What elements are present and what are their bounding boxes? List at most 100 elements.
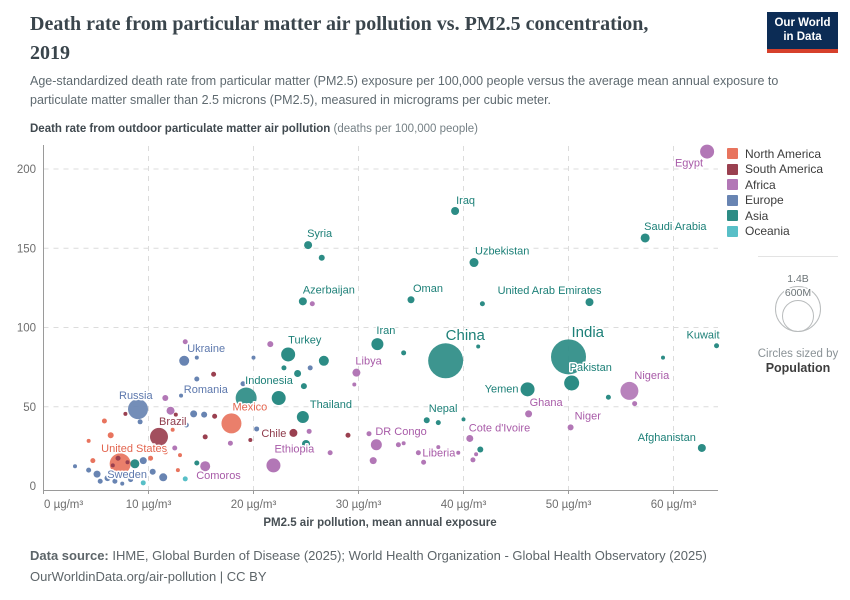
data-point-liberia[interactable] — [415, 450, 421, 456]
country-label-oman: Oman — [413, 283, 443, 295]
x-tick-label: 20 µg/m³ — [231, 499, 277, 511]
country-label-azerbaijan: Azerbaijan — [303, 284, 355, 296]
data-point — [183, 422, 189, 428]
y-axis-title: Death rate from outdoor particulate matt… — [30, 123, 478, 135]
data-point-iraq[interactable] — [451, 207, 460, 216]
data-point — [461, 417, 466, 422]
country-label-sweden: Sweden — [107, 469, 147, 481]
data-point-niger[interactable] — [567, 424, 574, 431]
data-point-sweden[interactable] — [97, 478, 103, 484]
data-point-ethiopia[interactable] — [266, 458, 281, 473]
data-point-saudi-arabia[interactable] — [640, 233, 650, 243]
legend-divider — [758, 256, 838, 257]
data-point-cote-d-ivoire[interactable] — [466, 434, 474, 442]
data-point — [254, 426, 260, 432]
data-point-united-arab-emirates[interactable] — [585, 298, 594, 307]
y-axis-title-unit: (deaths per 100,000 people) — [330, 123, 479, 135]
legend-swatch — [727, 225, 738, 237]
data-point — [260, 406, 266, 412]
data-point — [125, 460, 130, 465]
data-point — [182, 476, 188, 482]
data-point — [476, 344, 481, 349]
data-point-azerbaijan[interactable] — [298, 297, 307, 306]
data-point — [401, 441, 406, 446]
data-point — [202, 434, 208, 440]
country-label-india: India — [572, 324, 605, 341]
data-point-india[interactable] — [551, 339, 586, 375]
legend-item-north-america[interactable]: North America — [727, 146, 823, 162]
x-tick-label: 40 µg/m³ — [441, 499, 487, 511]
data-point-russia[interactable] — [128, 399, 148, 420]
legend-swatch — [727, 194, 738, 206]
chart-subtitle: Age-standardized death rate from particu… — [30, 74, 779, 107]
data-point-syria[interactable] — [304, 241, 313, 250]
y-tick-label: 50 — [23, 402, 36, 414]
data-point-united-states[interactable] — [109, 453, 131, 475]
data-point-thailand[interactable] — [296, 411, 309, 424]
data-point — [318, 254, 325, 261]
country-label-cote-d-ivoire: Cote d'Ivoire — [469, 422, 530, 434]
data-point-ukraine[interactable] — [179, 355, 190, 366]
country-label-syria: Syria — [307, 228, 333, 240]
data-point-egypt[interactable] — [700, 144, 715, 159]
data-point-china[interactable] — [428, 343, 464, 379]
data-point-oman[interactable] — [407, 296, 415, 304]
data-point — [632, 401, 638, 407]
data-point-chile[interactable] — [289, 428, 298, 437]
data-point — [248, 438, 253, 443]
data-point-nepal[interactable] — [423, 417, 430, 424]
legend-item-south-america[interactable]: South America — [727, 162, 823, 178]
data-point — [401, 350, 407, 356]
data-point — [130, 459, 140, 469]
data-point — [309, 301, 315, 307]
license-line[interactable]: OurWorldinData.org/air-pollution | CC BY — [30, 568, 267, 584]
owid-logo[interactable]: Our World in Data — [767, 12, 838, 53]
data-point-indonesia[interactable] — [235, 387, 257, 409]
data-point — [251, 355, 256, 360]
data-point — [281, 365, 287, 371]
data-point-pakistan[interactable] — [564, 375, 580, 391]
legend-swatch — [727, 179, 738, 191]
data-point — [605, 394, 611, 400]
data-point-brazil[interactable] — [150, 427, 168, 446]
country-label-dr-congo: DR Congo — [375, 426, 426, 438]
data-point-comoros[interactable] — [200, 461, 211, 472]
legend-item-europe[interactable]: Europe — [727, 193, 823, 209]
data-point — [294, 369, 302, 377]
data-point — [179, 393, 184, 398]
data-point-turkey[interactable] — [281, 347, 296, 362]
data-point-uzbekistan[interactable] — [469, 258, 479, 268]
data-point — [352, 382, 357, 387]
data-point-afghanistan[interactable] — [697, 443, 706, 452]
data-point — [137, 419, 143, 425]
data-point — [307, 365, 313, 371]
data-point — [267, 341, 274, 348]
country-label-indonesia: Indonesia — [245, 375, 294, 387]
country-label-mexico: Mexico — [232, 401, 267, 413]
size-legend-caption: Circles sized by — [757, 348, 839, 360]
data-point-iran[interactable] — [371, 338, 384, 351]
data-point — [170, 427, 175, 432]
scatter-plot[interactable]: 0 50 100 150 200 0 µg/m³ 10 µg/m³ 20 µg/m³ 30 µg… — [0, 140, 850, 540]
legend-item-africa[interactable]: Africa — [727, 177, 823, 193]
data-point — [182, 339, 188, 345]
data-point — [479, 301, 485, 307]
data-point-dr-congo[interactable] — [370, 439, 382, 451]
data-point-romania[interactable] — [194, 376, 200, 382]
x-tick-label: 30 µg/m³ — [336, 499, 382, 511]
data-point-nigeria[interactable] — [620, 381, 639, 400]
legend-item-oceania[interactable]: Oceania — [727, 224, 823, 240]
data-point — [90, 458, 96, 464]
data-point-yemen[interactable] — [520, 382, 535, 397]
x-tick-label: 50 µg/m³ — [546, 499, 592, 511]
data-point-ghana[interactable] — [525, 410, 533, 418]
data-point — [212, 413, 218, 419]
country-label-thailand: Thailand — [310, 399, 352, 411]
data-point — [211, 371, 217, 377]
legend-item-asia[interactable]: Asia — [727, 208, 823, 224]
legend-label: South America — [745, 162, 824, 177]
data-point-libya[interactable] — [352, 368, 361, 377]
data-point-kuwait[interactable] — [714, 343, 720, 349]
data-point — [173, 412, 178, 417]
data-point-mexico[interactable] — [221, 413, 242, 434]
